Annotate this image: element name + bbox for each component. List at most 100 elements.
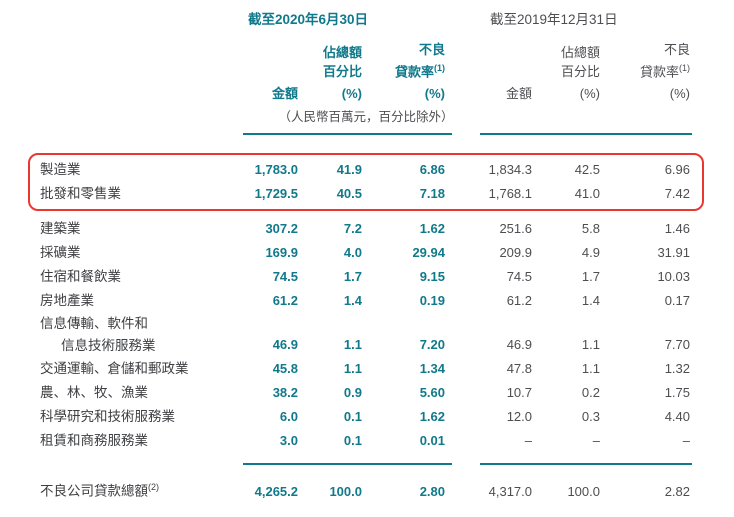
cell-2020-pct: 4.0 bbox=[343, 245, 362, 261]
cell-2019-pct: 5.8 bbox=[581, 221, 600, 237]
cell-2020-pct: 40.5 bbox=[336, 186, 362, 202]
cell-2020-npl: 6.86 bbox=[419, 162, 445, 178]
table-row: 採礦業 169.9 4.0 29.94 209.9 4.9 31.91 bbox=[34, 241, 698, 265]
cell-2020-amount: 169.9 bbox=[265, 245, 298, 261]
cell-2019-amount: 12.0 bbox=[506, 409, 532, 425]
cell-2020-pct: 1.1 bbox=[343, 337, 362, 353]
cell-2020-pct: 1.7 bbox=[343, 269, 362, 285]
cell-2019-pct: 41.0 bbox=[574, 186, 600, 202]
col-header-pct-2019: 佔總額 百分比 bbox=[560, 45, 600, 80]
total-rules bbox=[34, 463, 698, 466]
cell-2020-npl: 5.60 bbox=[419, 385, 445, 401]
total-2019-pct: 100.0 bbox=[567, 483, 600, 499]
header-period-row: 截至2020年6月30日 截至2019年12月31日 bbox=[34, 10, 698, 30]
row-label: 批發和零售業 bbox=[40, 186, 121, 202]
row-label: 租賃和商務服務業 bbox=[40, 433, 148, 449]
cell-2020-pct: 0.1 bbox=[343, 433, 362, 449]
total-label: 不良公司貸款總額(2) bbox=[40, 482, 159, 499]
cell-2019-pct: 0.3 bbox=[581, 409, 600, 425]
table-row: 科學研究和技術服務業 6.0 0.1 1.62 12.0 0.3 4.40 bbox=[34, 405, 698, 429]
cell-2020-amount: 74.5 bbox=[272, 269, 298, 285]
cell-2019-amount: 46.9 bbox=[506, 337, 532, 353]
table-row: 建築業 307.2 7.2 1.62 251.6 5.8 1.46 bbox=[34, 217, 698, 241]
row-label: 採礦業 bbox=[40, 245, 81, 261]
cell-2019-pct: 1.4 bbox=[581, 293, 600, 309]
header-rule-2020 bbox=[243, 133, 452, 136]
cell-2019-amount: 61.2 bbox=[506, 293, 532, 309]
row-label: 建築業 bbox=[40, 221, 81, 237]
cell-2020-amount: 1,783.0 bbox=[254, 162, 298, 178]
cell-2020-amount: 6.0 bbox=[279, 409, 298, 425]
header-rule-2019 bbox=[480, 133, 692, 136]
cell-2020-amount: 1,729.5 bbox=[254, 186, 298, 202]
table-row: 信息傳輸、軟件和 信息技術服務業 46.9 1.1 7.20 46.9 1.1 7.70 bbox=[34, 313, 698, 357]
table-row: 批發和零售業 1,729.5 40.5 7.18 1,768.1 41.0 7.42 bbox=[34, 182, 698, 206]
cell-2020-npl: 1.34 bbox=[419, 361, 445, 377]
cell-2019-pct: 42.5 bbox=[574, 162, 600, 178]
cell-2020-amount: 45.8 bbox=[272, 361, 298, 377]
row-label: 製造業 bbox=[40, 162, 81, 178]
total-2019-npl: 2.82 bbox=[664, 483, 690, 499]
table-row: 製造業 1,783.0 41.9 6.86 1,834.3 42.5 6.96 bbox=[34, 158, 698, 182]
total-2020-npl: 2.80 bbox=[419, 483, 445, 499]
col-header-npl-unit-2020: (%) bbox=[424, 86, 445, 102]
period-header-2020: 截至2020年6月30日 bbox=[248, 12, 369, 27]
period-header-2019: 截至2019年12月31日 bbox=[490, 12, 618, 27]
col-header-npl-2020: 不良 貸款率(1) bbox=[394, 42, 445, 80]
cell-2019-pct: 0.2 bbox=[581, 385, 600, 401]
highlight-box: 製造業 1,783.0 41.9 6.86 1,834.3 42.5 6.96 批發和零售業 1… bbox=[28, 153, 704, 212]
cell-2020-pct: 7.2 bbox=[343, 221, 362, 237]
table-row: 房地產業 61.2 1.4 0.19 61.2 1.4 0.17 bbox=[34, 289, 698, 313]
note-row: （人民幣百萬元，百分比除外） bbox=[34, 107, 698, 128]
row-label: 科學研究和技術服務業 bbox=[40, 409, 175, 425]
row-label: 房地產業 bbox=[40, 293, 94, 309]
total-2020-pct: 100.0 bbox=[329, 483, 362, 499]
currency-note: （人民幣百萬元，百分比除外） bbox=[278, 110, 454, 125]
cell-2019-npl: 7.42 bbox=[664, 186, 690, 202]
row-label: 住宿和餐飲業 bbox=[40, 269, 121, 285]
header-rules bbox=[34, 133, 698, 136]
row-label: 信息傳輸、軟件和 信息技術服務業 bbox=[40, 316, 156, 354]
table-row: 交通運輸、倉儲和郵政業 45.8 1.1 1.34 47.8 1.1 1.32 bbox=[34, 357, 698, 381]
header-sub-row: 佔總額 百分比 不良 貸款率(1) 佔總額 百分比 不良 貸款率(1) bbox=[34, 40, 698, 81]
cell-2019-amount: 10.7 bbox=[506, 385, 532, 401]
cell-2019-npl: 4.40 bbox=[664, 409, 690, 425]
col-header-pct-unit-2019: (%) bbox=[579, 86, 600, 102]
table-row: 農、林、牧、漁業 38.2 0.9 5.60 10.7 0.2 1.75 bbox=[34, 381, 698, 405]
cell-2020-npl: 1.62 bbox=[419, 409, 445, 425]
cell-2019-npl: 31.91 bbox=[657, 245, 690, 261]
cell-2019-amount: 1,834.3 bbox=[488, 162, 532, 178]
cell-2020-pct: 1.1 bbox=[343, 361, 362, 377]
cell-2020-npl: 0.19 bbox=[419, 293, 445, 309]
cell-2020-amount: 61.2 bbox=[272, 293, 298, 309]
cell-2019-amount: 47.8 bbox=[506, 361, 532, 377]
cell-2020-npl: 1.62 bbox=[419, 221, 445, 237]
cell-2020-pct: 41.9 bbox=[336, 162, 362, 178]
table-row: 住宿和餐飲業 74.5 1.7 9.15 74.5 1.7 10.03 bbox=[34, 265, 698, 289]
cell-2020-npl: 9.15 bbox=[419, 269, 445, 285]
rows-normal: 建築業 307.2 7.2 1.62 251.6 5.8 1.46 採礦業 169.9 4.0 29… bbox=[34, 217, 698, 453]
cell-2019-pct: 1.7 bbox=[581, 269, 600, 285]
cell-2020-amount: 3.0 bbox=[279, 433, 298, 449]
table-row: 租賃和商務服務業 3.0 0.1 0.01 – – – bbox=[34, 429, 698, 453]
cell-2019-pct: 1.1 bbox=[581, 361, 600, 377]
cell-2020-pct: 0.1 bbox=[343, 409, 362, 425]
cell-2020-npl: 0.01 bbox=[419, 433, 445, 449]
col-header-npl-2019: 不良 貸款率(1) bbox=[639, 42, 690, 80]
loan-table: 截至2020年6月30日 截至2019年12月31日 佔總額 百分比 不良 貸款… bbox=[28, 10, 704, 504]
col-header-pct-2020: 佔總額 百分比 bbox=[322, 45, 362, 80]
cell-2019-npl: 10.03 bbox=[657, 269, 690, 285]
cell-2019-npl: – bbox=[682, 433, 690, 449]
cell-2020-npl: 29.94 bbox=[412, 245, 445, 261]
col-header-amount-2019: 金額 bbox=[505, 86, 532, 102]
cell-2019-pct: 1.1 bbox=[581, 337, 600, 353]
cell-2019-pct: 4.9 bbox=[581, 245, 600, 261]
cell-2020-pct: 1.4 bbox=[343, 293, 362, 309]
total-row: 不良公司貸款總額(2) 4,265.2 100.0 2.80 4,317.0 1… bbox=[34, 475, 698, 504]
total-2020-amount: 4,265.2 bbox=[254, 483, 298, 499]
row-label: 交通運輸、倉儲和郵政業 bbox=[40, 361, 189, 377]
col-header-npl-unit-2019: (%) bbox=[669, 86, 690, 102]
header-units-row: 金額 (%) (%) 金額 (%) (%) bbox=[34, 84, 698, 104]
row-label: 農、林、牧、漁業 bbox=[40, 385, 148, 401]
cell-2019-amount: – bbox=[524, 433, 532, 449]
